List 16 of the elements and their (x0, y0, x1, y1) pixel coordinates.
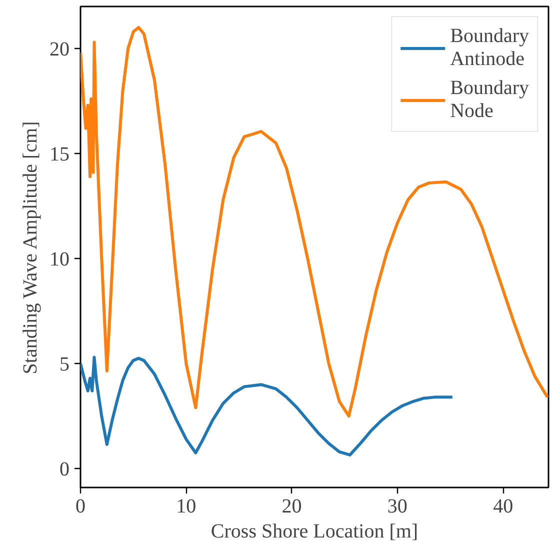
line-series (80, 356, 454, 456)
y-tick-label: 15 (50, 144, 70, 166)
line-series (80, 26, 548, 418)
x-tick-label: 20 (282, 496, 302, 518)
x-axis-title: Cross Shore Location [m] (210, 520, 418, 542)
x-tick-label: 10 (176, 496, 196, 518)
y-tick-label: 10 (50, 248, 70, 271)
y-tick-label: 20 (50, 38, 70, 61)
x-tick-label: 0 (76, 496, 86, 518)
y-tick-label: 0 (60, 458, 70, 481)
y-tick-label: 5 (60, 354, 70, 376)
x-tick-label: 40 (493, 496, 514, 518)
x-tick-label: 30 (387, 496, 408, 518)
legend-label: Boundary Node (450, 77, 529, 123)
legend-label: Boundary Antinode (450, 25, 529, 71)
y-axis-title: Standing Wave Amplitude [cm] (20, 121, 42, 374)
